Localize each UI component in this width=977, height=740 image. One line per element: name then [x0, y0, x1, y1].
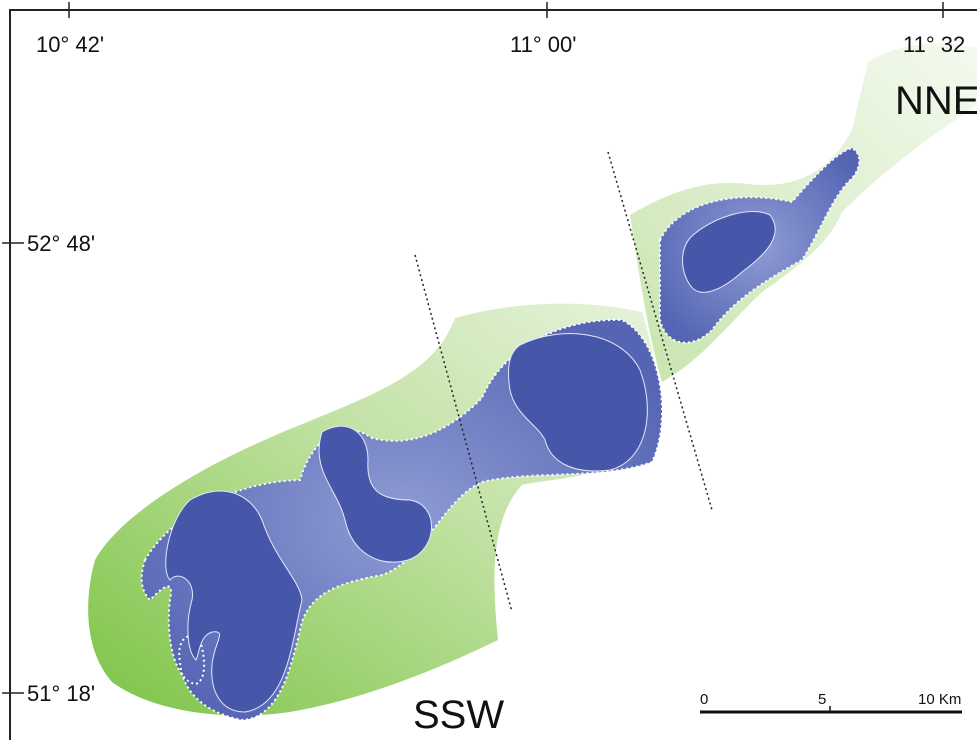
longitude-label: 10° 42' [36, 32, 104, 57]
latitude-label: 52° 48' [27, 231, 95, 256]
direction-label: SSW [413, 693, 504, 737]
map: 10° 42' 11° 00' 11° 32 52° 48' 51° 18' N… [0, 0, 977, 740]
latitude-label: 51° 18' [27, 681, 95, 706]
longitude-label: 11° 32 [903, 32, 965, 57]
direction-label: NNE [895, 79, 977, 123]
scale-label: 5 [818, 691, 826, 708]
scale-label: 0 [700, 691, 708, 708]
page: 10° 42' 11° 00' 11° 32 52° 48' 51° 18' N… [0, 0, 977, 740]
longitude-label: 11° 00' [510, 32, 576, 57]
scale-label: 10 Km [918, 691, 961, 708]
